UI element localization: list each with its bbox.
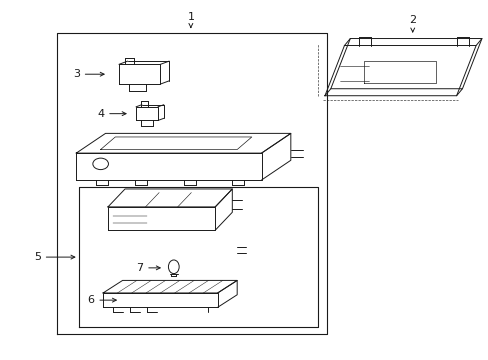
Text: 5: 5 (34, 252, 75, 262)
Text: 2: 2 (408, 15, 415, 32)
Text: 4: 4 (97, 109, 126, 119)
Text: 6: 6 (87, 295, 116, 305)
Text: 1: 1 (187, 12, 194, 28)
Text: 7: 7 (136, 263, 160, 273)
Text: 3: 3 (73, 69, 104, 79)
